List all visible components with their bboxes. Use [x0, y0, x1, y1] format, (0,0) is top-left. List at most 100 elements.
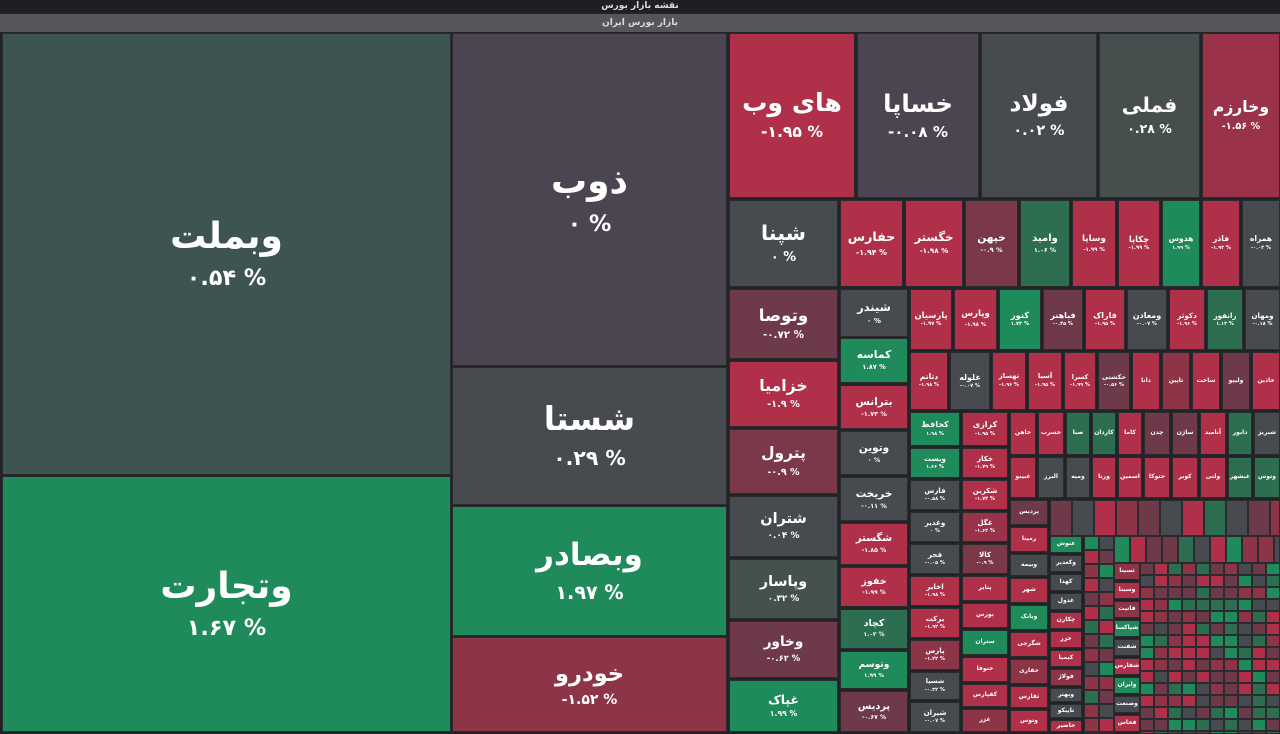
stock-change: ۱.۹۹ % [769, 709, 798, 719]
stock-symbol: خپهن [977, 232, 1006, 245]
small-tile [1140, 623, 1154, 635]
stock-tile: غپاک ۱.۹۹ % [729, 680, 838, 732]
stock-symbol: ثفارس [1018, 692, 1040, 700]
stock-change: -۱.۹۳ % [1211, 244, 1231, 251]
stock-symbol: شپنا [760, 220, 807, 245]
stock-change: ۱.۰۲ % [863, 632, 885, 639]
page-title: نقشه بازار بورس [0, 0, 1280, 12]
stock-change: -۱.۲۲ % [925, 656, 945, 663]
stock-symbol: خگستر [914, 230, 954, 245]
small-tile [1182, 647, 1196, 659]
small-tile [1196, 575, 1210, 587]
small-tile [1210, 719, 1224, 731]
small-tile [1168, 599, 1182, 611]
stock-change: -۰.۳۲ % [925, 686, 945, 693]
stock-symbol: تاپین [1168, 376, 1184, 384]
stock-tile: خاذین [1252, 352, 1280, 410]
stock-tile: شگرجی [1010, 632, 1048, 657]
small-tile [1084, 606, 1099, 620]
stock-tile: پتایر [962, 576, 1008, 601]
stock-symbol: هدوس [1168, 234, 1194, 244]
small-tile [1252, 683, 1266, 695]
stock-tile: غبشهر [1228, 457, 1252, 498]
stock-change: -۱.۹۷ % [920, 321, 942, 328]
stock-tile: فاذر -۱.۹۳ % [1202, 200, 1240, 287]
small-tile [1140, 671, 1154, 683]
stock-symbol: کچاد [863, 617, 885, 629]
stock-change: -۰.۹ % [767, 466, 800, 478]
stock-change: -۰.۵۸ % [925, 496, 945, 503]
stock-tile: وامید ۱.۰۶ % [1020, 200, 1070, 287]
small-tile [1194, 536, 1210, 563]
small-tile [1099, 592, 1114, 606]
stock-tile: ساخت [1192, 352, 1220, 410]
stock-symbol: شپاکسا [1115, 624, 1139, 632]
stock-symbol: فباهنر [1050, 311, 1076, 321]
stock-symbol: وپاسار [759, 573, 808, 590]
small-tile [1099, 648, 1114, 662]
stock-symbol: ویست [924, 454, 946, 464]
stock-change: -۰.۰۳ % [1251, 244, 1271, 251]
small-tile [1224, 575, 1238, 587]
stock-symbol: وساپا [1081, 234, 1107, 245]
stock-symbol: وایران [1117, 681, 1137, 689]
stock-change: -۰.۴۵ % [1053, 321, 1073, 328]
stock-tile: خپهن -۰.۹ % [965, 200, 1018, 287]
small-tile [1242, 536, 1258, 563]
stock-tile: خگستر -۱.۹۸ % [905, 200, 963, 287]
stock-tile: شسپا -۰.۳۲ % [910, 672, 960, 700]
small-tile [1182, 695, 1196, 707]
small-tile [1084, 718, 1099, 732]
stock-symbol: فجر [927, 550, 943, 560]
stock-tile: شفنت [1114, 639, 1140, 656]
stock-symbol: فاراک [1093, 311, 1117, 321]
small-tile [1238, 671, 1252, 683]
stock-change: -۰.۰۷ % [1137, 321, 1157, 328]
stock-tile: ولتی [1200, 457, 1226, 498]
stock-change: ۱.۶۷ % [186, 615, 267, 642]
stock-tile: دتاتم -۱.۹۸ % [910, 352, 948, 410]
small-tile [1196, 611, 1210, 623]
stock-tile: خکار -۱.۷۹ % [962, 448, 1008, 478]
small-tile [1182, 599, 1196, 611]
stock-symbol: فاذر [1212, 234, 1230, 244]
small-tile [1154, 683, 1168, 695]
small-tile [1266, 575, 1280, 587]
small-tile [1252, 599, 1266, 611]
small-tile [1226, 500, 1248, 536]
stock-tile: وغدیر ۰ % [910, 512, 960, 542]
small-tile [1140, 695, 1154, 707]
stock-symbol: ومیه [1071, 473, 1085, 481]
stock-change: -۰.۵۶ % [1104, 381, 1124, 388]
stock-tile: البرز [1038, 457, 1064, 498]
stock-symbol: حفاری [1019, 667, 1039, 675]
stock-tile: حفاری [1010, 659, 1048, 684]
small-tile [1266, 695, 1280, 707]
small-tile [1196, 695, 1210, 707]
stock-symbol: وتوسم [858, 660, 890, 671]
stock-symbol: بورس [976, 611, 994, 619]
small-tile [1154, 575, 1168, 587]
small-tile [1114, 536, 1130, 563]
stock-symbol: وبانک [1020, 613, 1038, 621]
stock-symbol: دکوثر [1177, 310, 1197, 320]
stock-symbol: خاذین [1257, 376, 1275, 384]
stock-symbol: ورنا [1098, 473, 1110, 481]
stock-symbol: غبینو [1015, 473, 1031, 481]
small-tile [1099, 676, 1114, 690]
stock-symbol: خاصیر [1056, 721, 1076, 729]
small-tile [1266, 683, 1280, 695]
small-tile [1140, 587, 1154, 599]
small-tile [1238, 635, 1252, 647]
small-tile [1154, 719, 1168, 731]
stock-change: ۰.۰۴ % [767, 531, 800, 542]
stock-symbol: ولتی [1205, 473, 1221, 481]
stock-tile: کفپارس [962, 684, 1008, 707]
stock-change: -۱.۹۹ % [862, 590, 886, 597]
small-tile [1266, 623, 1280, 635]
stock-symbol: شکربن [972, 486, 998, 496]
stock-change: ۰ % [867, 455, 881, 464]
stock-change: -۰.۰۵ % [925, 560, 945, 567]
stock-symbol: وسینا [1118, 586, 1136, 594]
stock-symbol: خنوفا [976, 665, 994, 673]
